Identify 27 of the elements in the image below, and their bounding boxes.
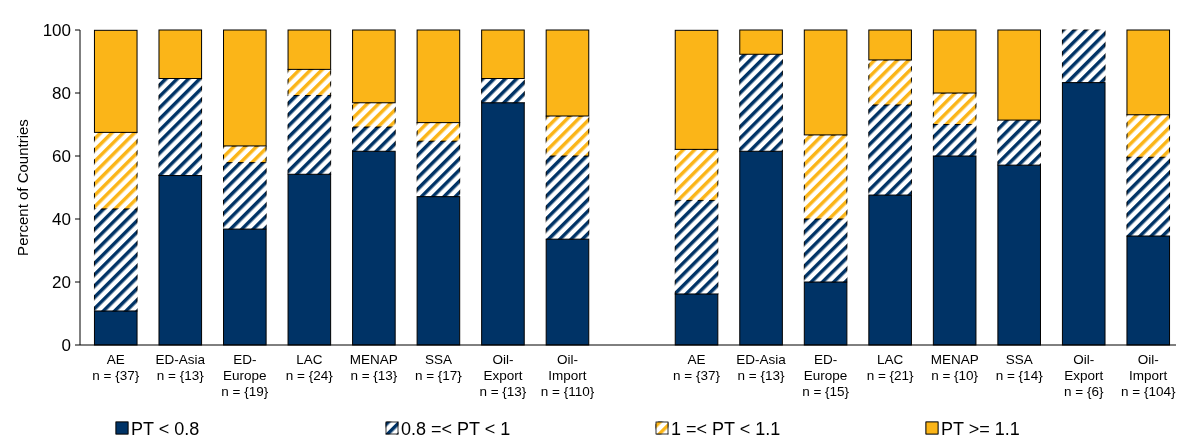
x-tick-label: Oil- Import n = {104} [1121, 352, 1176, 399]
x-tick-label: ED-Asia n = {13} [736, 352, 787, 383]
x-tick-label: Oil- Import n = {110} [540, 352, 595, 399]
x-tick-label: MENAP n = {13} [349, 352, 398, 383]
x-tick-label: AE n = {37} [673, 352, 721, 383]
x-tick-label: LAC n = {21} [866, 352, 915, 383]
y-tick-label: 100 [42, 20, 71, 40]
x-tick-label: SSA n = {17} [414, 352, 463, 383]
y-tick-label: 40 [52, 209, 71, 229]
legend-label: PT >= 1.1 [941, 419, 1020, 439]
legend-label: 0.8 =< PT < 1 [401, 419, 511, 439]
legend-label: 1 =< PT < 1.1 [671, 419, 781, 439]
y-axis-title: Percent of Countries [14, 119, 31, 256]
x-tick-label: Oil- Export n = {6} [1064, 352, 1104, 399]
y-tick-label: 0 [61, 335, 71, 355]
x-tick-label: LAC n = {24} [285, 352, 334, 383]
legend-label: PT < 0.8 [131, 419, 200, 439]
x-tick-label: ED- Europe n = {19} [221, 352, 269, 399]
x-tick-label: AE n = {37} [92, 352, 140, 383]
y-tick-label: 80 [52, 83, 71, 103]
x-tick-label: Oil- Export n = {13} [479, 352, 527, 399]
x-tick-label: SSA n = {14} [995, 352, 1044, 383]
y-tick-label: 60 [52, 146, 71, 166]
x-tick-label: ED- Europe n = {15} [802, 352, 850, 399]
x-tick-label: ED-Asia n = {13} [155, 352, 206, 383]
x-tick-label: MENAP n = {10} [930, 352, 979, 383]
y-tick-label: 20 [52, 272, 71, 292]
